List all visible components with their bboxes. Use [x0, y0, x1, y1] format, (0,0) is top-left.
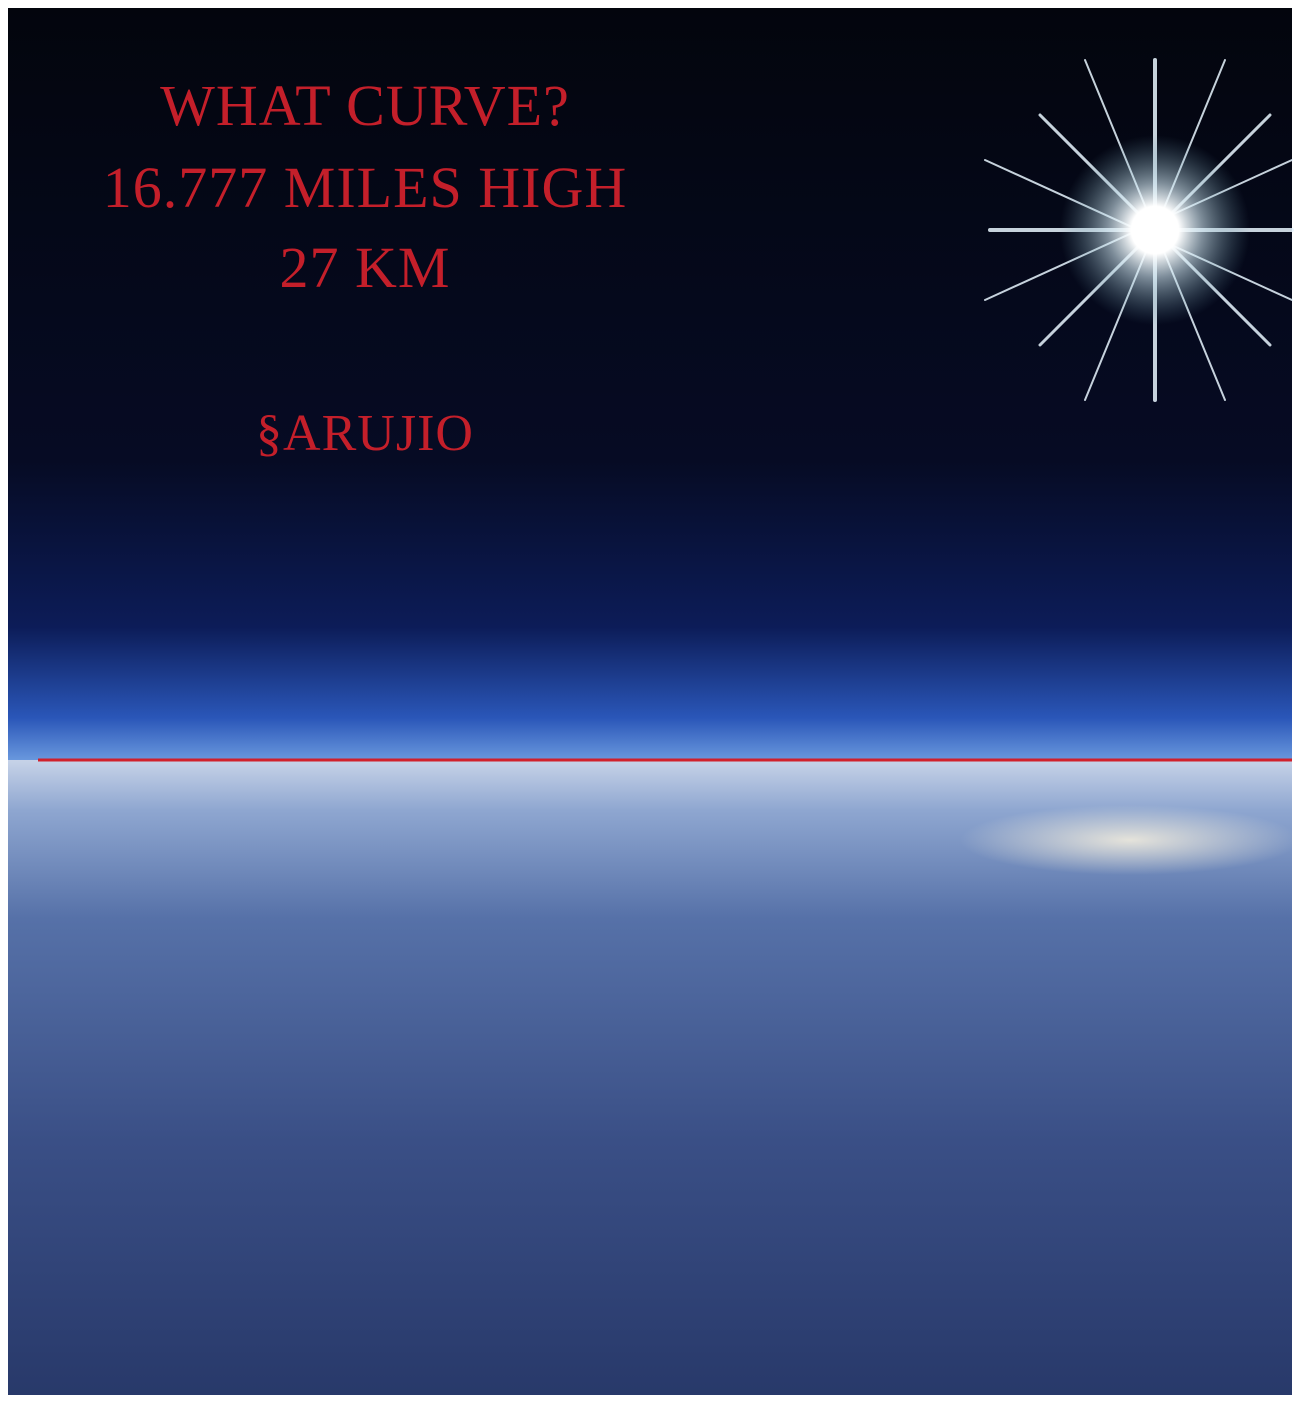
- caption-line: WHAT CURVE?: [160, 73, 570, 138]
- photo: WHAT CURVE? 16.777 MILES HIGH 27 KM §ARU…: [0, 0, 1294, 1403]
- caption-line: 16.777 MILES HIGH: [103, 155, 627, 220]
- caption-line: 27 KM: [280, 235, 451, 300]
- reflection: [960, 805, 1294, 875]
- signature: §ARUJIO: [256, 405, 474, 462]
- page: WHAT CURVE? 16.777 MILES HIGH 27 KM §ARU…: [0, 0, 1294, 1403]
- sun: [1060, 135, 1250, 325]
